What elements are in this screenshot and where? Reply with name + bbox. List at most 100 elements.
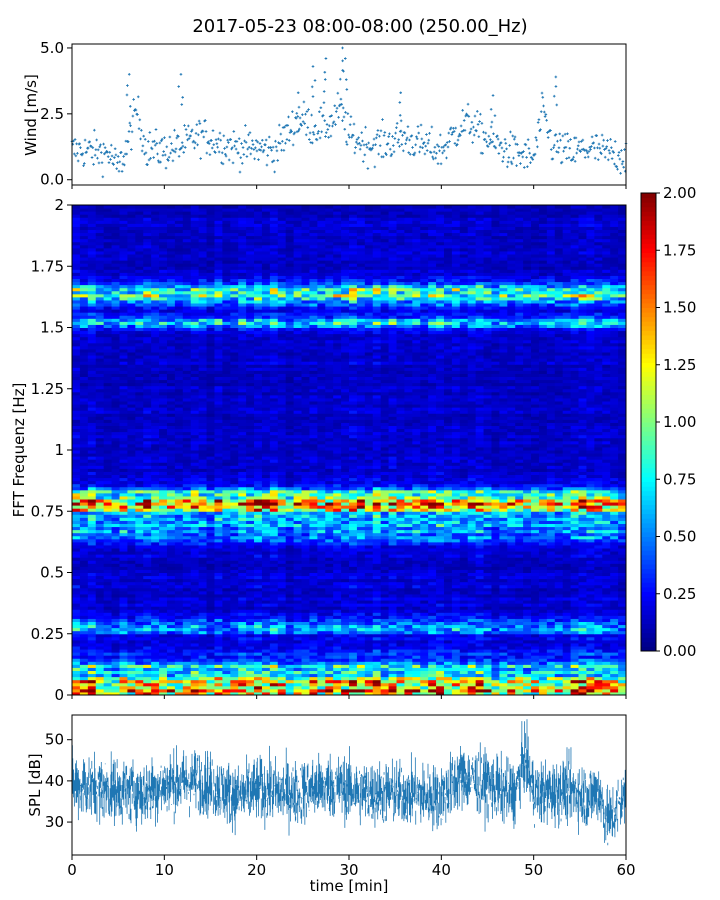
spectrogram-cell (594, 600, 603, 604)
spectrogram-cell (507, 627, 516, 632)
spectrogram-cell (309, 575, 318, 580)
spectrogram-cell (562, 551, 572, 555)
spectrogram-cell (317, 673, 326, 678)
spectrogram-cell (277, 603, 287, 607)
spectrogram-cell (380, 548, 390, 552)
wind-point (125, 152, 129, 156)
wind-point (127, 73, 131, 76)
spectrogram-cell (325, 621, 334, 626)
spectrogram-cell (341, 682, 350, 687)
wind-point (258, 142, 262, 145)
spectrogram-cell (594, 538, 603, 543)
spectrogram-cell (578, 569, 587, 573)
wind-point (73, 138, 77, 141)
spectrogram-cell (72, 639, 81, 644)
spectrogram-cell (396, 603, 405, 607)
wind-point (127, 130, 131, 133)
spectrogram-cell (372, 563, 382, 567)
spectrogram-cell (618, 682, 627, 687)
spectrogram-cell (562, 615, 572, 619)
spectrogram-cell (261, 520, 271, 524)
wind-point (74, 154, 78, 158)
spectrogram-cell (554, 685, 564, 690)
spectrogram-cell (87, 551, 97, 555)
spectrogram-cell (523, 532, 532, 537)
spectrogram-cell (507, 636, 516, 641)
spectrogram-cell (111, 541, 120, 546)
spectrogram-cell (523, 649, 532, 653)
spectrogram-cell (483, 639, 492, 644)
spectrogram-cell (72, 618, 81, 622)
spectrogram-cell (570, 664, 580, 668)
spectrogram-cell (159, 532, 168, 537)
spectrogram-cell (230, 566, 239, 570)
spectrogram-cell (531, 532, 540, 537)
spectrogram-cell (127, 520, 136, 524)
spectrogram-cell (214, 688, 223, 693)
wind-point (525, 156, 528, 159)
spectrogram-cell (380, 514, 390, 518)
spectrogram-cell (507, 566, 516, 570)
spectrogram-cell (364, 520, 374, 524)
spectrogram-cell (325, 517, 334, 521)
spectrogram-cell (499, 642, 508, 647)
wind-point (435, 151, 438, 155)
spectrogram-cell (246, 514, 255, 518)
spectrogram-cell (166, 584, 176, 589)
spectrogram-cell (570, 652, 580, 656)
spectrogram-cell (246, 688, 255, 693)
spectrogram-cell (333, 584, 342, 589)
spectrogram-cell (467, 593, 477, 598)
spectrogram-cell (380, 569, 390, 573)
spectrogram-cell (578, 563, 587, 567)
spectrogram-cell (428, 548, 437, 552)
spectrogram-cell (254, 691, 263, 696)
spectrogram-cell (451, 544, 461, 549)
spectrogram-cell (499, 658, 508, 662)
wind-point (542, 104, 545, 108)
spectrogram-cell (261, 615, 271, 619)
spectrogram-cell (372, 572, 382, 577)
spectrogram-cell (190, 658, 200, 662)
spectrogram-cell (103, 532, 113, 537)
spectrogram-cell (103, 655, 113, 659)
spectrogram-cell (562, 603, 572, 607)
spectrogram-cell (174, 517, 184, 521)
spectrogram-cell (467, 566, 477, 570)
spectrogram-cell (388, 664, 397, 668)
spectrogram-cell (475, 655, 485, 659)
spectrogram-cell (404, 606, 413, 610)
spectrogram-cell (174, 688, 184, 693)
wind-point (231, 161, 235, 165)
spectrogram-cell (523, 520, 532, 524)
wind-point (549, 148, 553, 151)
spectrogram-cell (578, 581, 587, 586)
spectrogram-cell (531, 560, 540, 564)
spectrogram-cell (531, 535, 540, 540)
wind-point (351, 134, 355, 137)
spectrogram-cell (325, 615, 334, 619)
spectrogram-cell (206, 532, 215, 537)
spectrogram-cell (562, 630, 572, 635)
wind-point (101, 175, 105, 179)
spectrogram-cell (538, 557, 548, 561)
spectrogram-cell (610, 523, 619, 528)
wind-point (616, 167, 619, 171)
spectrogram-cell (159, 541, 168, 546)
spectrogram-cell (166, 615, 176, 619)
spectrogram-cell (325, 612, 334, 616)
spectrogram-cell (285, 646, 295, 650)
spectrogram-cell (293, 557, 303, 561)
spectrogram-cell (190, 676, 200, 681)
spectrogram-cell (578, 685, 587, 690)
spectrogram-cell (143, 606, 152, 610)
spectrogram-cell (428, 535, 437, 540)
spectrogram-cell (483, 578, 492, 583)
wind-point (522, 150, 525, 153)
spectrogram-cell (79, 664, 89, 668)
spectrogram-cell (317, 532, 326, 537)
spectrogram-cell (103, 600, 113, 604)
wind-point (527, 147, 531, 150)
spectrogram-cell (135, 520, 144, 524)
spectrogram-cell (428, 682, 437, 687)
